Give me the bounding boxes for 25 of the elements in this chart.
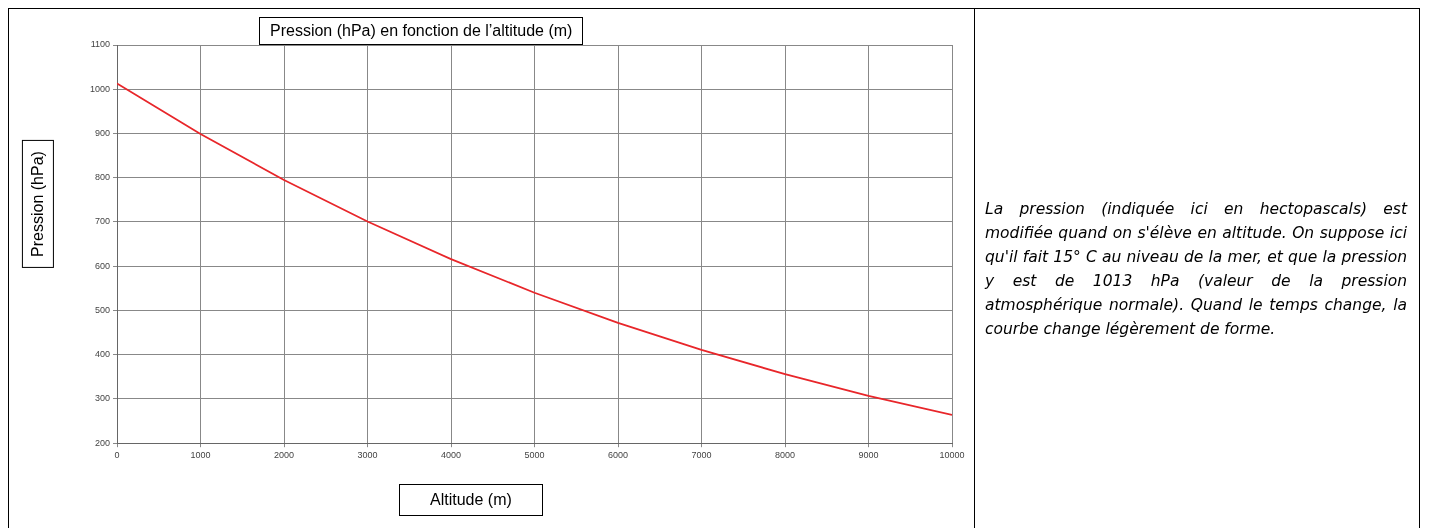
x-tick-label: 10000: [939, 450, 965, 461]
chart-title: Pression (hPa) en fonction de l’altitude (m): [259, 17, 584, 45]
y-tick-label: 700: [94, 216, 111, 227]
x-tick-label: 7000: [691, 450, 712, 461]
y-tick-label: 800: [94, 172, 111, 183]
y-tick-label: 500: [94, 304, 111, 315]
x-tick-label: 4000: [441, 450, 462, 461]
x-tick-label: 5000: [524, 450, 545, 461]
x-axis-title: Altitude (m): [399, 484, 543, 516]
x-tick-label: 1000: [190, 450, 211, 461]
x-tick-label: 6000: [607, 450, 629, 461]
y-tick-label: 1100: [90, 39, 111, 50]
y-axis-title: Pression (hPa): [21, 140, 54, 268]
x-tick-label: 2000: [274, 450, 295, 461]
x-tick-label: 9000: [858, 450, 879, 461]
y-tick-label: 300: [94, 393, 111, 404]
text: La pression (indiquée ici en hectopascals) est modifiée quand on s'élève en altitude. On suppose ici qu'il fait 15° C au niveau de la mer, et que la pression y est de 1013 hPa (valeur de la pression atmosphérique normale). Quand le temps change, la courbe change légèrement de forme.: [983, 198, 1409, 340]
y-tick-label: 600: [94, 260, 111, 271]
x-tick-label: 0: [114, 450, 120, 461]
y-tick-label: 1000: [89, 83, 111, 94]
x-tick-label: 8000: [774, 450, 796, 461]
y-tick-label: 900: [94, 127, 111, 138]
x-tick-label: 3000: [357, 450, 378, 461]
y-tick-label: 200: [94, 437, 111, 448]
y-tick-label: 400: [94, 349, 111, 360]
